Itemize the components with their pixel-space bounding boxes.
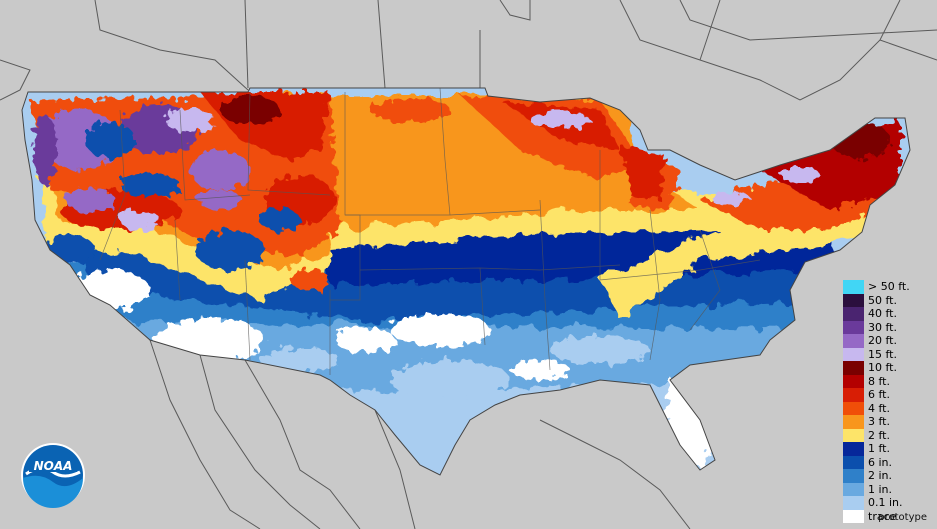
legend-item: 50 ft. (843, 293, 933, 307)
noaa-logo-icon: NOAA (21, 443, 85, 508)
legend-label: 1 in. (868, 482, 893, 496)
snowfall-legend: > 50 ft. 50 ft. 40 ft. 30 ft. 20 ft. 15 ft. 10… (843, 280, 933, 523)
legend-swatch (843, 455, 864, 469)
legend-label: 6 ft. (868, 388, 890, 402)
legend-label: trace (868, 509, 897, 523)
legend-swatch (843, 293, 864, 307)
legend-label: 0.1 in. (868, 496, 903, 510)
legend-item: 3 ft. (843, 415, 933, 429)
legend-swatch (843, 320, 864, 334)
legend-label: 3 ft. (868, 415, 890, 429)
prototype-label: prototype (878, 512, 927, 523)
legend-item: 1 ft. (843, 442, 933, 456)
legend-item: 0.1 in. (843, 496, 933, 510)
legend-label: 4 ft. (868, 401, 890, 415)
legend-item: 6 in. (843, 455, 933, 469)
snowfall-field (22, 88, 910, 475)
legend-label: 8 ft. (868, 374, 890, 388)
legend-label: 1 ft. (868, 442, 890, 456)
legend-swatch (843, 361, 864, 375)
legend-item: 10 ft. (843, 361, 933, 375)
legend-item: 2 ft. (843, 428, 933, 442)
legend-label: 10 ft. (868, 361, 897, 375)
legend-swatch (843, 482, 864, 496)
us-outline (21, 87, 911, 476)
legend-swatch (843, 401, 864, 415)
legend-label: 2 ft. (868, 428, 890, 442)
legend-label: 2 in. (868, 469, 893, 483)
legend-item: 40 ft. (843, 307, 933, 321)
legend-label: 15 ft. (868, 347, 897, 361)
legend-item: > 50 ft. (843, 280, 933, 294)
legend-swatch (843, 374, 864, 388)
legend-swatch (843, 347, 864, 361)
legend-label: 6 in. (868, 455, 893, 469)
legend-swatch (843, 307, 864, 321)
legend-label: 30 ft. (868, 320, 897, 334)
legend-item: 30 ft. (843, 320, 933, 334)
legend-swatch (843, 469, 864, 483)
legend-item: trace (843, 509, 933, 523)
legend-label: 50 ft. (868, 293, 897, 307)
legend-label: > 50 ft. (868, 280, 910, 294)
legend-label: 20 ft. (868, 334, 897, 348)
legend-swatch (843, 496, 864, 510)
noaa-logo-text: NOAA (34, 459, 73, 473)
legend-item: 1 in. (843, 482, 933, 496)
legend-item: 15 ft. (843, 347, 933, 361)
legend-item: 4 ft. (843, 401, 933, 415)
legend-item: 20 ft. (843, 334, 933, 348)
legend-swatch (843, 428, 864, 442)
legend-swatch (843, 509, 864, 523)
legend-label: 40 ft. (868, 307, 897, 321)
legend-swatch (843, 334, 864, 348)
legend-item: 2 in. (843, 469, 933, 483)
legend-swatch (843, 388, 864, 402)
legend-item: 6 ft. (843, 388, 933, 402)
legend-swatch (843, 442, 864, 456)
legend-item: 8 ft. (843, 374, 933, 388)
state-borders (99, 87, 761, 375)
legend-swatch (843, 415, 864, 429)
legend-swatch (843, 280, 864, 294)
